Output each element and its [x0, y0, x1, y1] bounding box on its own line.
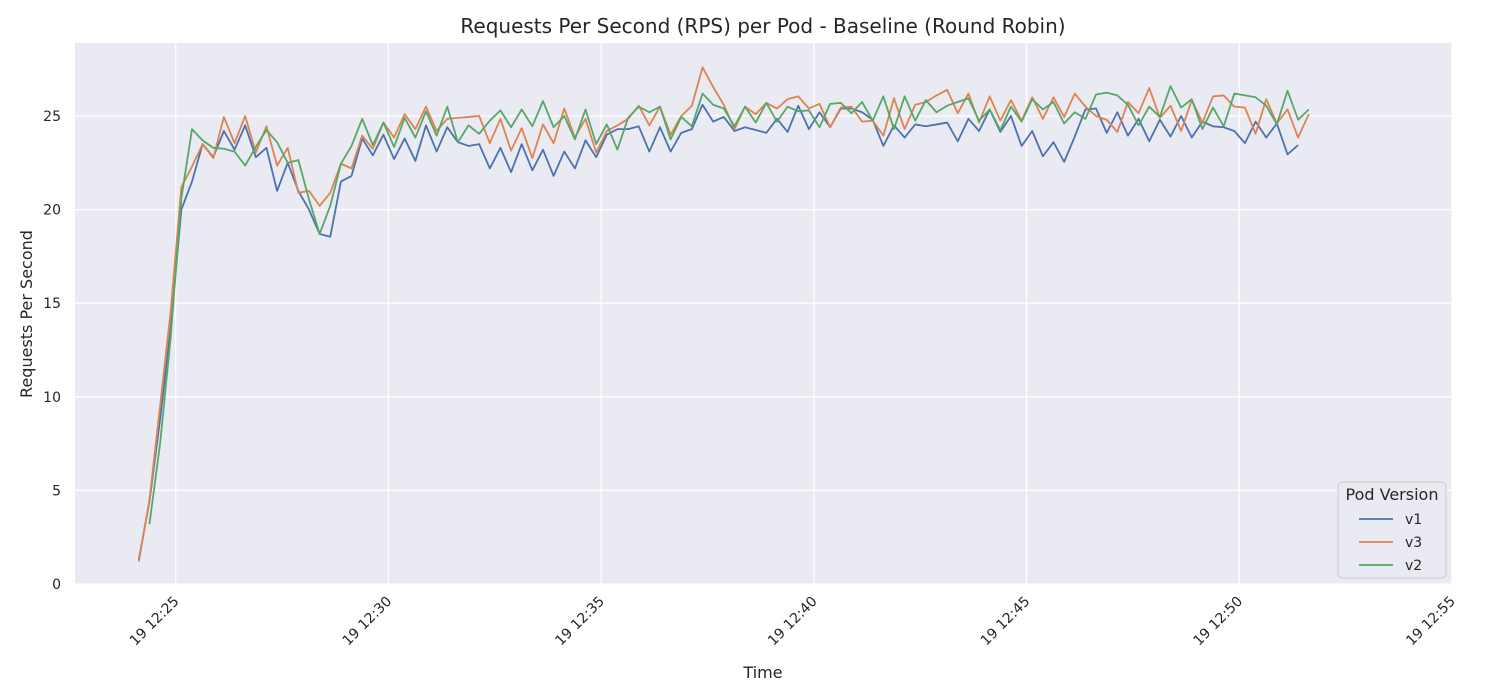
y-tick-label: 15: [43, 296, 61, 312]
chart-title: Requests Per Second (RPS) per Pod - Base…: [460, 14, 1065, 38]
legend-label-v3: v3: [1405, 535, 1422, 551]
y-tick-label: 25: [43, 109, 61, 125]
x-tick-label: 19 12:45: [978, 594, 1034, 650]
x-axis-ticks: 19 12:25 19 12:30 19 12:35 19 12:40 19 12:45…: [127, 594, 1459, 650]
series-line-v3: [137, 66, 1310, 562]
y-tick-label: 10: [43, 390, 61, 406]
x-tick-label: 19 12:25: [127, 594, 183, 650]
y-tick-label: 0: [52, 577, 61, 593]
legend-label-v2: v2: [1405, 558, 1422, 574]
series-lines: [137, 66, 1310, 562]
y-axis-ticks: 0 5 10 15 20 25: [43, 109, 61, 593]
x-tick-label: 19 12:55: [1403, 594, 1459, 650]
x-tick-label: 19 12:30: [340, 594, 396, 650]
legend-label-v1: v1: [1405, 512, 1422, 528]
y-axis-label: Requests Per Second: [17, 230, 36, 398]
legend: Pod Version v1 v3 v2: [1337, 481, 1447, 579]
series-line-v2: [148, 85, 1310, 525]
plot-background: [75, 43, 1452, 584]
y-tick-label: 20: [43, 203, 61, 219]
legend-box: [1337, 481, 1447, 579]
x-tick-label: 19 12:50: [1191, 594, 1247, 650]
legend-title: Pod Version: [1346, 485, 1439, 504]
y-tick-label: 5: [52, 483, 61, 499]
x-axis-label: Time: [742, 663, 782, 682]
x-tick-label: 19 12:35: [552, 594, 608, 650]
series-line-v1: [137, 103, 1299, 560]
gridlines: [75, 43, 1453, 585]
legend-items: v1 v3 v2: [1359, 512, 1422, 574]
x-tick-label: 19 12:40: [765, 594, 821, 650]
